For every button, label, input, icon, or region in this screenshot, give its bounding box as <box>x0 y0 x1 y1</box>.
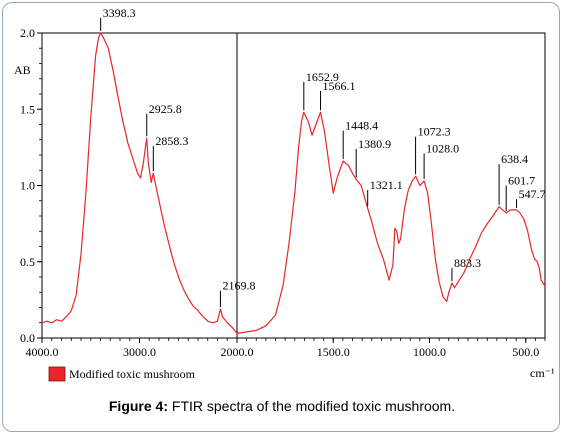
peak-label: 1028.0 <box>426 141 459 155</box>
x-tick-label: 4000.0 <box>26 345 59 359</box>
x-tick-label: 1500.0 <box>317 345 350 359</box>
y-tick-label: 1.0 <box>20 179 35 193</box>
x-tick-label: 3000.0 <box>123 345 156 359</box>
caption-label: Figure 4: <box>108 398 168 414</box>
peak-label: 2858.3 <box>155 134 188 148</box>
x-tick-label: 500.0 <box>512 345 539 359</box>
legend-swatch <box>48 366 66 382</box>
y-tick-label: 2.0 <box>20 26 35 40</box>
peak-label: 547.7 <box>519 187 546 201</box>
x-axis-unit: cm⁻¹ <box>530 366 555 380</box>
x-tick-label: 2000.0 <box>221 345 254 359</box>
ftir-chart: 0.0 0.5 1.0 1.5 2.0 4000.0 3000.0 2000.0 1500.0 1… <box>14 6 555 382</box>
x-tick-label: 1000.0 <box>413 345 446 359</box>
peak-label: 3398.3 <box>103 6 136 20</box>
peak-label: 1448.4 <box>345 119 378 133</box>
y-axis-label: AB <box>14 63 31 77</box>
peak-label: 601.7 <box>508 174 535 188</box>
peak-label: 1652.9 <box>306 70 339 84</box>
peak-label: 2169.8 <box>222 279 255 293</box>
peak-label: 2925.8 <box>149 102 182 116</box>
legend: Modified toxic mushroom <box>48 366 196 382</box>
peak-label: 638.4 <box>501 152 528 166</box>
peak-label: 1380.9 <box>358 137 391 151</box>
series-line-modified-toxic-mushroom <box>41 32 546 334</box>
plot-area <box>41 32 546 339</box>
y-tick-label: 0.0 <box>20 331 35 345</box>
legend-label: Modified toxic mushroom <box>69 367 196 381</box>
figure-frame <box>2 2 560 432</box>
figure-caption: Figure 4: FTIR spectra of the modified t… <box>0 398 564 414</box>
peak-label: 1072.3 <box>418 125 451 139</box>
peak-label: 1321.1 <box>370 178 403 192</box>
y-tick-label: 1.5 <box>20 102 35 116</box>
peak-label: 1566.1 <box>323 79 356 93</box>
caption-text: FTIR spectra of the modified toxic mushr… <box>168 398 456 414</box>
y-tick-label: 0.5 <box>20 255 35 269</box>
peak-label: 883.3 <box>454 256 481 270</box>
